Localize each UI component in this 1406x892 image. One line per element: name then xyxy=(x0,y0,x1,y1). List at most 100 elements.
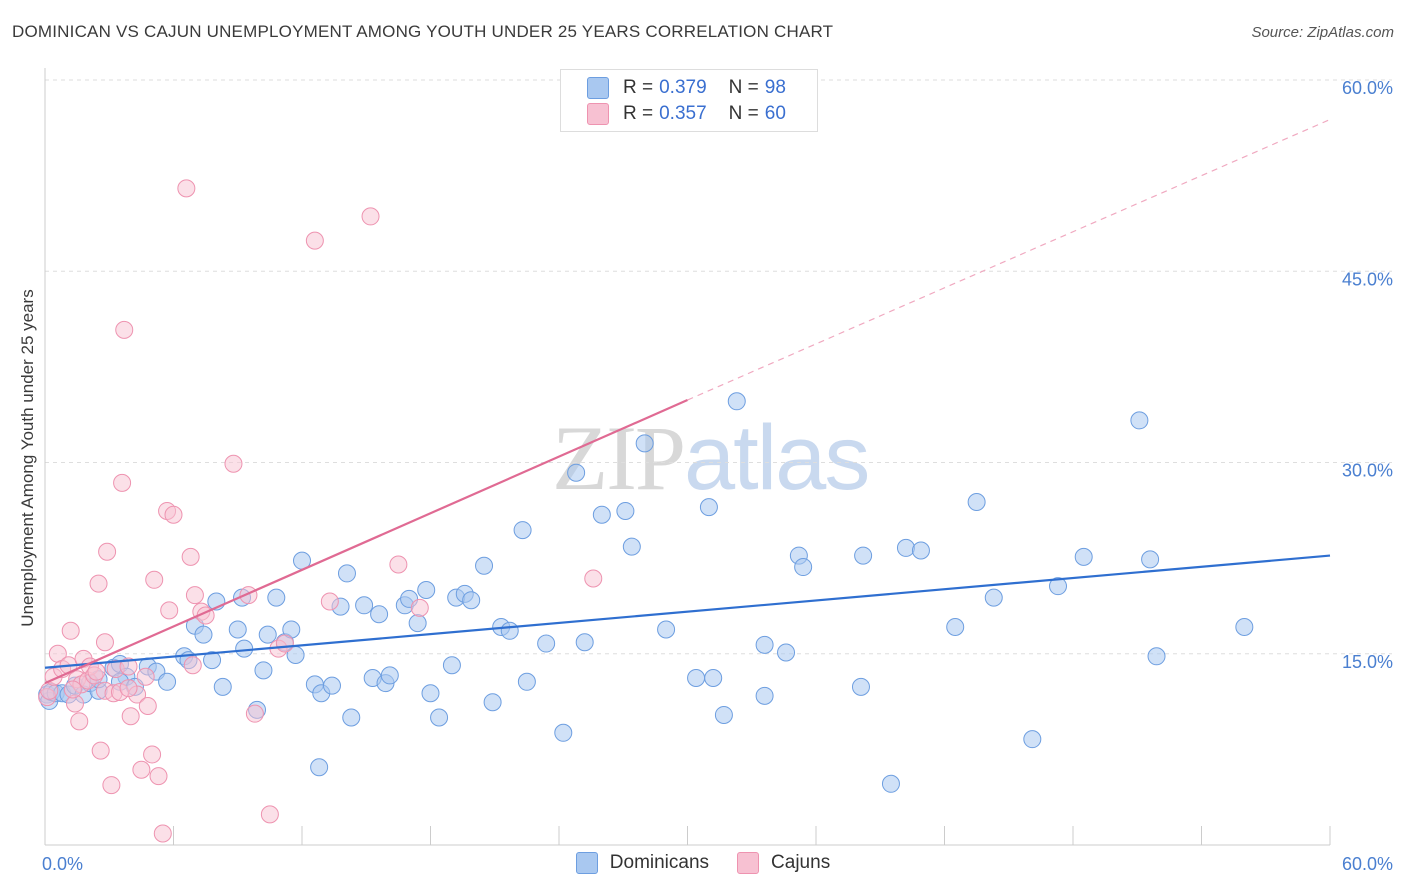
cajun-point xyxy=(160,601,179,620)
dominican-point xyxy=(622,537,641,556)
dominican-point xyxy=(158,672,177,691)
dominican-point xyxy=(911,541,930,560)
dominican-point xyxy=(475,556,494,575)
dominican-point xyxy=(967,493,986,512)
dominican-point xyxy=(635,434,654,453)
cajun-point xyxy=(138,697,157,716)
dominican-point xyxy=(408,614,427,633)
legend-r-value: 0.379 xyxy=(659,77,707,98)
cajun-point xyxy=(361,207,380,226)
dominican-point xyxy=(687,668,706,687)
dominican-point xyxy=(194,625,213,644)
dominican-point xyxy=(254,661,273,680)
legend-row-cajuns: R = 0.357 N = 60 xyxy=(587,102,808,126)
cajun-point xyxy=(143,745,162,764)
y-tick-label: 15.0% xyxy=(1342,652,1393,672)
cajuns-swatch xyxy=(737,852,760,874)
cajun-point xyxy=(132,760,151,779)
legend-n-label: N = xyxy=(728,77,759,98)
cajun-trend-extension xyxy=(687,118,1331,401)
legend-box: R = 0.379 N = 98 R = 0.357 N = 60 xyxy=(560,69,818,132)
cajun-point xyxy=(260,805,279,824)
dominican-point xyxy=(513,521,532,540)
dominican-point xyxy=(755,635,774,654)
dominican-point xyxy=(1141,550,1160,569)
dominican-point xyxy=(355,596,374,615)
cajun-point xyxy=(245,704,264,723)
cajun-point xyxy=(89,574,108,593)
cajun-point xyxy=(224,454,243,473)
cajun-point xyxy=(87,662,106,681)
legend-item-dominicans[interactable]: Dominicans xyxy=(575,852,709,874)
cajun-point xyxy=(61,621,80,640)
cajun-trend-line xyxy=(44,399,688,685)
dominican-point xyxy=(1074,547,1093,566)
cajun-point xyxy=(136,667,155,686)
y-tick-label: 45.0% xyxy=(1342,269,1393,289)
dominican-point xyxy=(554,723,573,742)
cajun-point xyxy=(63,680,82,699)
watermark: ZIPatlas xyxy=(552,407,870,509)
dominican-point xyxy=(322,676,341,695)
dominican-point xyxy=(1130,411,1149,430)
cajun-point xyxy=(145,570,164,589)
dominican-point xyxy=(1023,730,1042,749)
cajun-point xyxy=(584,569,603,588)
dominicans-swatch xyxy=(587,77,609,99)
dominican-point xyxy=(704,668,723,687)
legend-label-cajuns: Cajuns xyxy=(771,852,831,873)
cajuns-swatch xyxy=(587,103,609,125)
cajun-point xyxy=(121,707,140,726)
dominican-point xyxy=(896,538,915,557)
legend-r-value: 0.357 xyxy=(659,103,707,124)
dominican-point xyxy=(228,620,247,639)
dominican-point xyxy=(370,605,389,624)
dominican-point xyxy=(881,774,900,793)
dominican-point xyxy=(213,677,232,696)
dominican-point xyxy=(258,625,277,644)
dominican-point xyxy=(699,498,718,517)
legend-row-dominicans: R = 0.379 N = 98 xyxy=(587,76,808,100)
dominican-point xyxy=(310,758,329,777)
dominican-point xyxy=(851,677,870,696)
dominican-point xyxy=(794,558,813,577)
dominican-point xyxy=(442,656,461,675)
y-tick-label: 30.0% xyxy=(1342,461,1393,481)
cajun-point xyxy=(177,179,196,198)
dominican-point xyxy=(500,621,519,640)
cajun-point xyxy=(95,633,114,652)
x-tick-label: 0.0% xyxy=(42,854,83,874)
legend-r-label: R = xyxy=(623,103,654,124)
cajun-point xyxy=(119,679,138,698)
cajun-point xyxy=(185,586,204,605)
bottom-legend: Dominicans Cajuns xyxy=(0,852,1406,874)
dominican-point xyxy=(342,708,361,727)
chart-title: DOMINICAN VS CAJUN UNEMPLOYMENT AMONG YO… xyxy=(12,22,834,41)
cajun-point xyxy=(320,592,339,611)
dominican-point xyxy=(337,564,356,583)
dominican-point xyxy=(657,620,676,639)
dominican-point xyxy=(714,705,733,724)
dominican-point xyxy=(537,634,556,653)
legend-item-cajuns[interactable]: Cajuns xyxy=(737,852,830,874)
dominican-point xyxy=(616,501,635,520)
legend-n-value: 98 xyxy=(764,77,786,98)
dominican-point xyxy=(421,684,440,703)
dominican-point xyxy=(575,633,594,652)
cajun-point xyxy=(115,320,134,339)
cajun-point xyxy=(70,712,89,731)
cajun-point xyxy=(410,598,429,617)
legend-n-label: N = xyxy=(728,103,759,124)
dominican-point xyxy=(380,666,399,685)
dominican-point xyxy=(727,392,746,411)
dominican-point xyxy=(755,686,774,705)
dominican-point xyxy=(267,588,286,607)
dominican-point xyxy=(430,708,449,727)
cajun-point xyxy=(102,776,121,795)
dominican-point xyxy=(462,591,481,610)
cajun-point xyxy=(153,824,172,843)
cajun-point xyxy=(91,741,110,760)
dominican-point xyxy=(483,693,502,712)
dominican-point xyxy=(235,639,254,658)
cajun-point xyxy=(164,505,183,524)
